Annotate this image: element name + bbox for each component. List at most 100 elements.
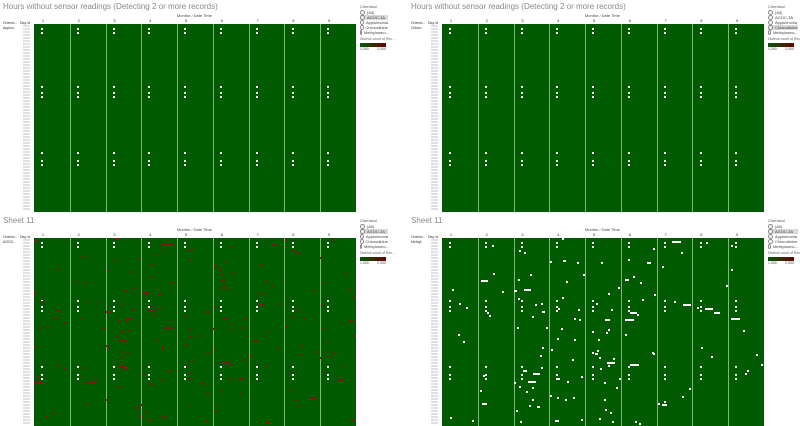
radio-icon[interactable] bbox=[360, 25, 364, 30]
missing-reading-mark bbox=[681, 395, 684, 398]
filter-option[interactable]: AGOC-3A bbox=[360, 15, 388, 20]
colorbar-max: 2,000 bbox=[785, 261, 794, 265]
missing-reading-mark bbox=[663, 32, 666, 34]
radio-icon[interactable] bbox=[360, 15, 365, 20]
colorbar-range: 1,000 2,000 bbox=[360, 261, 386, 265]
radio-icon[interactable] bbox=[360, 224, 365, 229]
missing-reading-mark bbox=[532, 386, 535, 389]
radio-icon[interactable] bbox=[360, 244, 362, 249]
filter-option[interactable]: Appluimonia bbox=[360, 20, 388, 25]
missing-reading-mark bbox=[327, 366, 330, 368]
missing-reading-mark bbox=[449, 366, 452, 368]
missing-reading-mark bbox=[671, 240, 681, 243]
column-header-9: 9 bbox=[736, 232, 739, 237]
missing-reading-mark bbox=[158, 307, 161, 310]
missing-reading-mark bbox=[519, 421, 522, 424]
missing-reading-mark bbox=[142, 417, 145, 420]
missing-reading-mark bbox=[141, 403, 144, 406]
missing-reading-mark bbox=[735, 164, 738, 166]
filter-option[interactable]: AGOC-3A bbox=[768, 15, 798, 20]
filter-option[interactable]: Chlorodinine bbox=[768, 239, 798, 244]
missing-reading-mark bbox=[541, 302, 544, 305]
missing-reading-mark bbox=[556, 92, 559, 94]
worksheet-panel-br: Sheet 11 Monitor / Date Time Chemic.. Day o… bbox=[408, 214, 800, 426]
column-header-1: 1 bbox=[41, 18, 45, 23]
radio-icon[interactable] bbox=[360, 30, 362, 35]
filter-option[interactable]: (All) bbox=[360, 224, 388, 229]
radio-icon[interactable] bbox=[768, 234, 773, 239]
missing-reading-mark bbox=[556, 152, 559, 154]
filter-option-label: Methylosmo... bbox=[773, 244, 798, 249]
radio-icon[interactable] bbox=[768, 224, 773, 229]
missing-reading-mark bbox=[556, 164, 559, 166]
radio-icon[interactable] bbox=[768, 20, 773, 25]
radio-icon[interactable] bbox=[768, 10, 773, 15]
missing-reading-mark bbox=[610, 309, 613, 312]
missing-reading-mark bbox=[112, 152, 115, 154]
filter-option[interactable]: Appluimonia bbox=[360, 234, 388, 239]
missing-reading-mark bbox=[190, 249, 193, 252]
missing-reading-mark bbox=[148, 152, 151, 154]
filter-option[interactable]: Chlorodinine bbox=[360, 25, 388, 30]
missing-reading-mark bbox=[482, 403, 488, 406]
radio-icon[interactable] bbox=[360, 20, 364, 25]
missing-reading-mark bbox=[628, 378, 631, 380]
missing-reading-mark bbox=[95, 379, 98, 382]
missing-reading-mark bbox=[84, 367, 87, 370]
radio-icon[interactable] bbox=[768, 30, 772, 35]
missing-reading-mark bbox=[217, 266, 220, 269]
radio-icon[interactable] bbox=[768, 244, 772, 249]
filter-option[interactable]: (All) bbox=[768, 10, 798, 15]
missing-reading-mark bbox=[327, 306, 330, 308]
filter-option[interactable]: AGOC-3A bbox=[360, 229, 388, 234]
missing-reading-mark bbox=[556, 32, 559, 34]
missing-reading-mark bbox=[598, 339, 601, 342]
filter-option[interactable]: Methylosmo... bbox=[768, 30, 798, 35]
radio-icon[interactable] bbox=[768, 239, 773, 244]
worksheet-title: Hours without sensor readings (Detecting… bbox=[411, 2, 626, 11]
filter-option[interactable]: Appluimonia bbox=[768, 234, 798, 239]
missing-reading-mark bbox=[735, 366, 738, 368]
row-tick-labels bbox=[23, 239, 30, 424]
missing-reading-mark bbox=[244, 359, 247, 362]
missing-reading-mark bbox=[348, 319, 353, 322]
missing-reading-mark bbox=[148, 381, 151, 384]
worksheet-panel-tl: Hours without sensor readings (Detecting… bbox=[0, 0, 395, 212]
radio-icon[interactable] bbox=[360, 229, 365, 234]
radio-icon[interactable] bbox=[360, 239, 364, 244]
missing-reading-mark bbox=[596, 302, 599, 305]
missing-reading-mark bbox=[735, 300, 738, 302]
column-header-5: 5 bbox=[184, 232, 188, 237]
missing-reading-mark bbox=[681, 251, 684, 254]
missing-reading-mark bbox=[87, 301, 90, 304]
missing-reading-mark bbox=[41, 92, 44, 94]
missing-reading-mark bbox=[556, 242, 559, 244]
column-divider bbox=[69, 238, 71, 426]
radio-icon[interactable] bbox=[360, 234, 364, 239]
filter-option[interactable]: AGOC-3A bbox=[768, 229, 798, 234]
missing-reading-mark bbox=[596, 350, 599, 353]
filter-option[interactable]: (All) bbox=[360, 10, 388, 15]
filter-option[interactable]: Methylosmo... bbox=[360, 30, 389, 35]
missing-reading-mark bbox=[35, 239, 39, 242]
radio-icon[interactable] bbox=[768, 15, 773, 20]
missing-reading-mark bbox=[286, 326, 289, 329]
missing-reading-mark bbox=[320, 304, 323, 307]
radio-icon[interactable] bbox=[768, 229, 773, 234]
missing-reading-mark bbox=[689, 388, 692, 391]
missing-reading-mark bbox=[120, 303, 123, 306]
missing-reading-mark bbox=[76, 300, 79, 302]
missing-reading-mark bbox=[185, 344, 188, 347]
radio-icon[interactable] bbox=[360, 10, 365, 15]
filter-option[interactable]: Methylosmo... bbox=[360, 244, 389, 249]
missing-reading-mark bbox=[663, 152, 666, 154]
colorbar-max: 2,000 bbox=[377, 47, 386, 51]
filter-option[interactable]: Chlorodinine bbox=[360, 239, 388, 244]
missing-reading-mark bbox=[184, 164, 187, 166]
missing-reading-mark bbox=[265, 420, 270, 423]
radio-icon[interactable] bbox=[768, 25, 773, 30]
filter-option[interactable]: Methylosmo... bbox=[768, 244, 798, 249]
filter-option[interactable]: Appluimonia bbox=[768, 20, 798, 25]
filter-option[interactable]: Chlorodinine bbox=[768, 25, 798, 30]
filter-option[interactable]: (All) bbox=[768, 224, 798, 229]
